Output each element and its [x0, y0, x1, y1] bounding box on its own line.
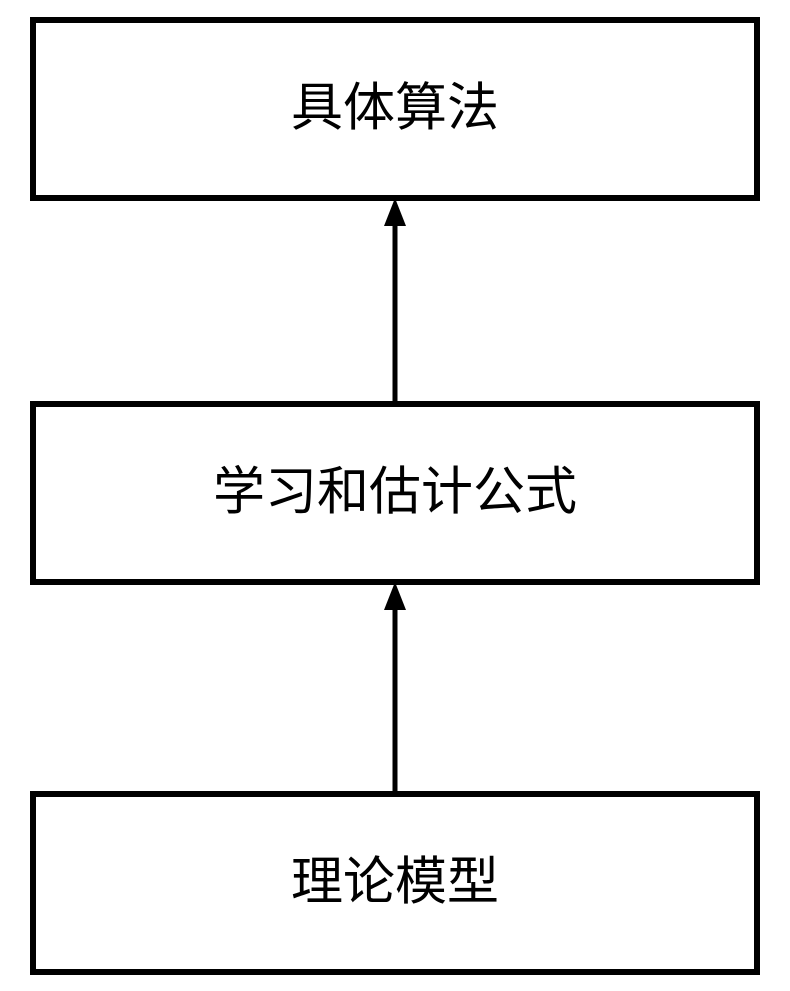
node-label: 具体算法 — [291, 81, 499, 138]
node-label: 理论模型 — [291, 855, 499, 912]
arrowhead-icon — [384, 582, 406, 610]
node-label: 学习和估计公式 — [213, 465, 577, 522]
node-algorithm: 具体算法 — [33, 20, 757, 198]
node-formulas: 学习和估计公式 — [33, 404, 757, 582]
edge-formulas-to-algorithm — [384, 198, 406, 404]
flowchart-canvas: 具体算法学习和估计公式理论模型 — [0, 0, 790, 991]
arrowhead-icon — [384, 198, 406, 226]
edge-model-to-formulas — [384, 582, 406, 794]
node-model: 理论模型 — [33, 794, 757, 972]
